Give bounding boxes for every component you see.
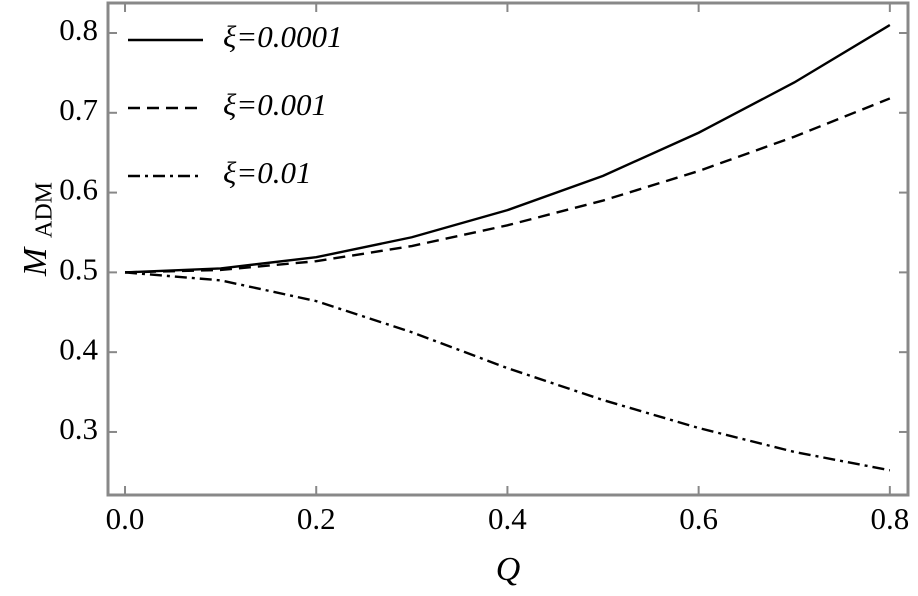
y-tick-label: 0.4	[59, 331, 98, 366]
y-tick-label: 0.7	[59, 92, 98, 127]
y-axis-label-sub: ADM	[32, 182, 58, 238]
x-axis-label: Q	[496, 551, 521, 588]
legend-label: ξ=0.0001	[223, 19, 342, 54]
x-tick-label: 0.8	[870, 501, 909, 536]
y-axis-label-group: M ADM	[17, 182, 58, 277]
y-tick-label: 0.6	[59, 172, 98, 207]
y-tick-label: 0.3	[59, 411, 98, 446]
series-line	[124, 23, 891, 274]
series-line	[124, 97, 891, 274]
x-tick-label: 0.0	[106, 501, 145, 536]
plot-frame	[106, 1, 910, 497]
x-tick-label: 0.4	[488, 501, 527, 536]
y-axis-label: M	[17, 246, 54, 277]
series-line	[124, 271, 891, 472]
x-tick-label: 0.2	[297, 501, 336, 536]
y-tick-label: 0.5	[59, 251, 98, 286]
y-tick-label: 0.8	[59, 12, 98, 47]
legend-label: ξ=0.001	[223, 87, 327, 122]
legend-label: ξ=0.01	[223, 155, 311, 190]
x-tick-label: 0.6	[679, 501, 718, 536]
